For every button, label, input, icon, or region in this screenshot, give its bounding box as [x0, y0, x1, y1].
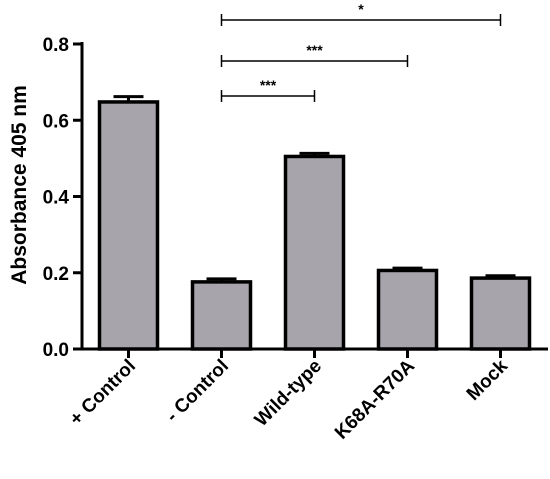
significance-label: ***: [260, 77, 277, 93]
y-tick-label: 0.8: [43, 35, 69, 56]
significance-label: *: [358, 1, 364, 17]
x-tick-label: Wild-type: [251, 356, 326, 431]
y-tick-label: 0.2: [43, 264, 69, 285]
x-tick-label: Mock: [463, 355, 512, 404]
bar: [376, 268, 439, 351]
bar: [469, 276, 532, 351]
bar: [190, 280, 253, 351]
bar: [97, 100, 160, 351]
y-tick-label: 0.4: [43, 188, 70, 209]
y-tick-label: 0.0: [43, 340, 69, 361]
y-axis-label: Absorbance 405 nm: [8, 85, 31, 285]
y-tick-label: 0.6: [43, 111, 69, 132]
x-tick-label: - Control: [162, 356, 233, 427]
x-tick-label: K68A-R70A: [331, 355, 419, 443]
bar: [283, 154, 346, 351]
significance-label: ***: [306, 42, 323, 58]
x-tick-label: + Control: [66, 356, 140, 430]
